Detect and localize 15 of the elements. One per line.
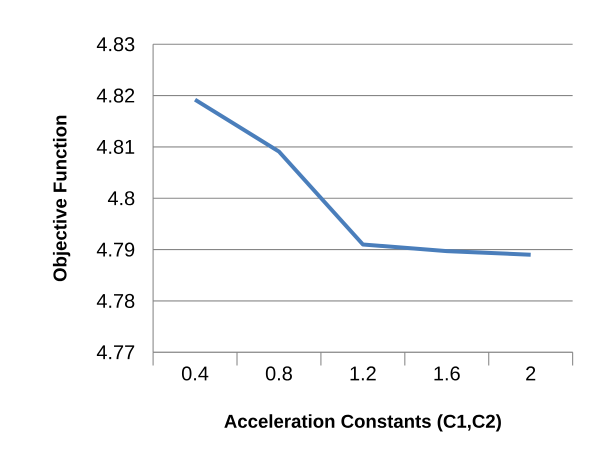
x-tick-label: 1.6 bbox=[434, 366, 460, 381]
y-tick-label: 4.83 bbox=[96, 37, 134, 52]
y-tick-label: 4.79 bbox=[96, 242, 134, 257]
line-series bbox=[193, 98, 533, 257]
x-tick-label: 0.4 bbox=[182, 366, 208, 381]
x-tick-label: 1.2 bbox=[350, 366, 376, 380]
x-axis-title: Acceleration Constants (C1,C2) bbox=[224, 414, 501, 432]
y-tick-label: 4.8 bbox=[108, 191, 134, 206]
y-axis-title: Objective Function bbox=[52, 116, 70, 282]
y-tick-label: 4.82 bbox=[96, 88, 134, 103]
y-tick-label: 4.77 bbox=[96, 345, 134, 360]
y-tick-label: 4.78 bbox=[96, 294, 134, 308]
x-tick-label: 0.8 bbox=[266, 366, 292, 381]
y-tick-label: 4.81 bbox=[96, 140, 134, 154]
x-tick-label: 2 bbox=[526, 366, 536, 380]
